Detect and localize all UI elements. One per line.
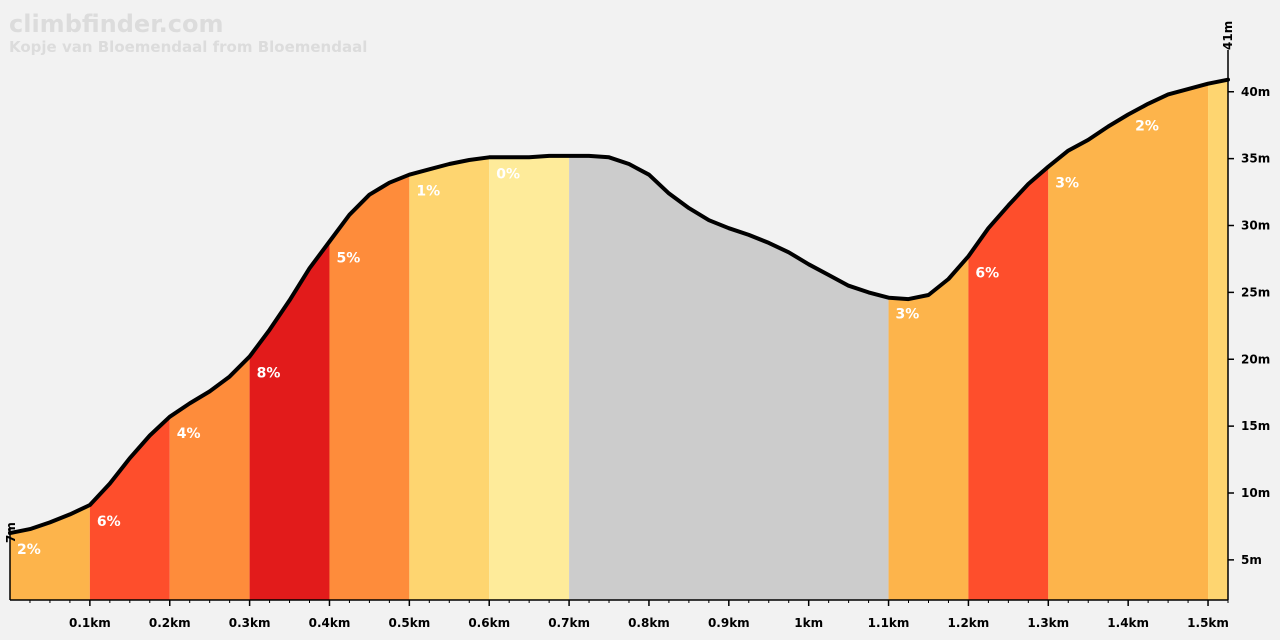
y-tick-label-4: 25m [1241,285,1270,299]
x-tick-label-5: 0.6km [468,616,510,630]
gradient-label-9: 6% [975,265,999,281]
gradient-label-extra-0: 2% [1135,118,1159,134]
end-elevation-label: 41m [1221,21,1235,50]
y-tick-label-0: 5m [1241,553,1262,567]
x-tick-label-0: 0.1km [69,616,111,630]
x-tick-label-10: 1.1km [868,616,910,630]
x-tick-label-12: 1.3km [1027,616,1069,630]
profile-sky-mask [10,60,1228,534]
chart-subtitle: Kopje van Bloemendaal from Bloemendaal [9,38,367,56]
y-tick-label-6: 35m [1241,152,1270,166]
x-tick-label-7: 0.8km [628,616,670,630]
profile-line [8,77,1230,536]
gradient-label-1: 6% [97,514,121,530]
y-tick-label-1: 10m [1241,486,1270,500]
gradient-label-0: 2% [17,542,41,558]
y-tick-label-5: 30m [1241,219,1270,233]
gradient-label-3: 8% [257,366,281,382]
x-tick-label-9: 1km [794,616,823,630]
x-tick-label-4: 0.5km [388,616,430,630]
x-tick-label-11: 1.2km [948,616,990,630]
x-tick-label-14: 1.5km [1187,616,1229,630]
gradient-label-4: 5% [336,251,360,267]
x-tick-label-1: 0.2km [149,616,191,630]
y-tick-label-7: 40m [1241,85,1270,99]
gradient-label-8: 3% [896,307,920,323]
gradient-labels: 2% 6% 4% 8% 5% 1% 0% 3% 6% 3% 2% [17,118,1159,558]
start-elevation-label: 7m [4,522,18,543]
brand-logo: climbfinder.com [9,10,223,38]
gradient-segment-11 [1208,65,1228,600]
gradient-label-2: 4% [177,426,201,442]
gradient-segment-10 [1048,65,1209,600]
x-tick-label-3: 0.4km [309,616,351,630]
y-tick-label-3: 20m [1241,352,1270,366]
x-tick-label-6: 0.7km [548,616,590,630]
x-tick-label-8: 0.9km [708,616,750,630]
gradient-label-5: 1% [416,184,440,200]
axes: 0.1km 0.2km 0.3km 0.4km 0.5km 0.6km 0.7km 0.8km… [9,50,1270,630]
y-tick-label-2: 15m [1241,419,1270,433]
gradient-label-6: 0% [496,166,520,182]
x-tick-label-2: 0.3km [229,616,271,630]
gradient-label-10: 3% [1055,176,1079,192]
x-tick-label-13: 1.4km [1107,616,1149,630]
